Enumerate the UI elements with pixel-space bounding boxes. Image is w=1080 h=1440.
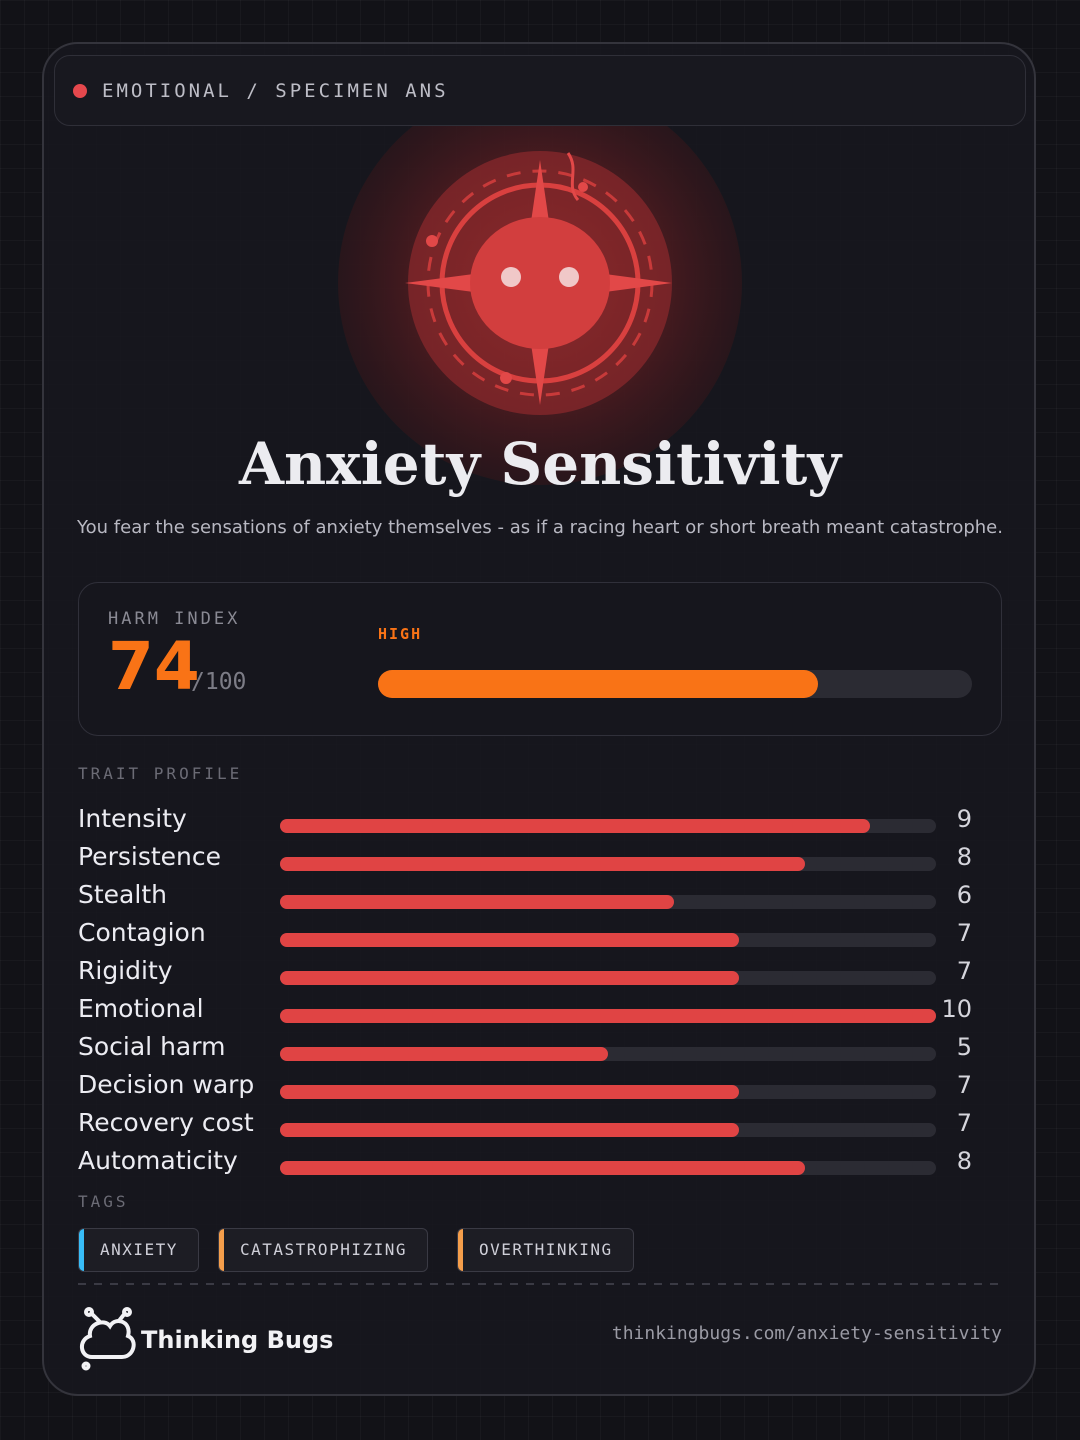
tag-stripe (219, 1229, 224, 1271)
url: thinkingbugs.com/anxiety-sensitivity (611, 1323, 1002, 1344)
tag: ANXIETY (78, 1228, 199, 1272)
trait-track (280, 971, 936, 985)
logo (80, 1307, 136, 1371)
trait-bar (280, 1047, 608, 1061)
status-dot (73, 84, 87, 98)
antenna (566, 152, 580, 201)
trait-bar (280, 1123, 740, 1137)
title: Anxiety Sensitivity (238, 430, 842, 498)
trait-label: Recovery cost (78, 1108, 254, 1137)
trait-value: 5 (956, 1033, 972, 1061)
trait-bar (280, 895, 674, 909)
trait-value: 7 (956, 919, 972, 947)
trait-value: 7 (956, 1071, 972, 1099)
tag-stripe (458, 1229, 463, 1271)
trait-bar (280, 1009, 936, 1023)
body (470, 217, 610, 349)
harm-track (378, 670, 972, 698)
trait-track (280, 1009, 936, 1023)
description: You fear the sensations of anxiety thems… (77, 517, 1003, 538)
trait-label: Intensity (78, 804, 187, 833)
trait-value: 10 (941, 995, 972, 1023)
harm-bar (378, 670, 818, 698)
trait-value: 9 (956, 805, 972, 833)
trait-track (280, 819, 936, 833)
section-label: TRAIT PROFILE (78, 764, 243, 783)
header-label: EMOTIONAL / SPECIMEN ANS (102, 80, 449, 102)
harm-max: /100 (191, 669, 247, 695)
trait-track (280, 1085, 936, 1099)
tag: CATASTROPHIZING (218, 1228, 428, 1272)
trait-track (280, 1161, 936, 1175)
trait-value: 8 (956, 843, 972, 871)
trait-value: 6 (956, 881, 972, 909)
tag: OVERTHINKING (457, 1228, 634, 1272)
harm-label: HARM INDEX (108, 609, 241, 629)
eye (559, 267, 579, 287)
section-label: TAGS (78, 1192, 129, 1211)
trait-label: Contagion (78, 918, 206, 947)
header-bar: EMOTIONAL / SPECIMEN ANS (54, 55, 1026, 126)
dot (578, 182, 588, 192)
trait-label: Rigidity (78, 956, 173, 985)
trait-bar (280, 971, 740, 985)
trait-label: Stealth (78, 880, 167, 909)
trait-bar (280, 933, 740, 947)
brand: Thinking Bugs (141, 1326, 334, 1354)
trait-track (280, 857, 936, 871)
trait-bar (280, 1161, 805, 1175)
trait-label: Automaticity (78, 1146, 238, 1175)
trait-label: Decision warp (78, 1070, 255, 1099)
trait-value: 7 (956, 957, 972, 985)
trait-track (280, 1047, 936, 1061)
trait-value: 8 (956, 1147, 972, 1175)
trait-track (280, 1123, 936, 1137)
trait-bar (280, 857, 805, 871)
dot (500, 372, 512, 384)
trait-label: Persistence (78, 842, 221, 871)
tag-stripe (79, 1229, 84, 1271)
trait-label: Emotional (78, 994, 204, 1023)
harm-level: HIGH (378, 625, 423, 643)
dot (426, 235, 438, 247)
eye (501, 267, 521, 287)
trait-value: 7 (956, 1109, 972, 1137)
trait-bar (280, 1085, 740, 1099)
trait-track (280, 895, 936, 909)
harm-value: 74 (108, 628, 200, 705)
trait-track (280, 933, 936, 947)
trait-label: Social harm (78, 1032, 226, 1061)
harm-box: HARM INDEX 74 /100 HIGH (78, 582, 1002, 736)
trait-bar (280, 819, 871, 833)
